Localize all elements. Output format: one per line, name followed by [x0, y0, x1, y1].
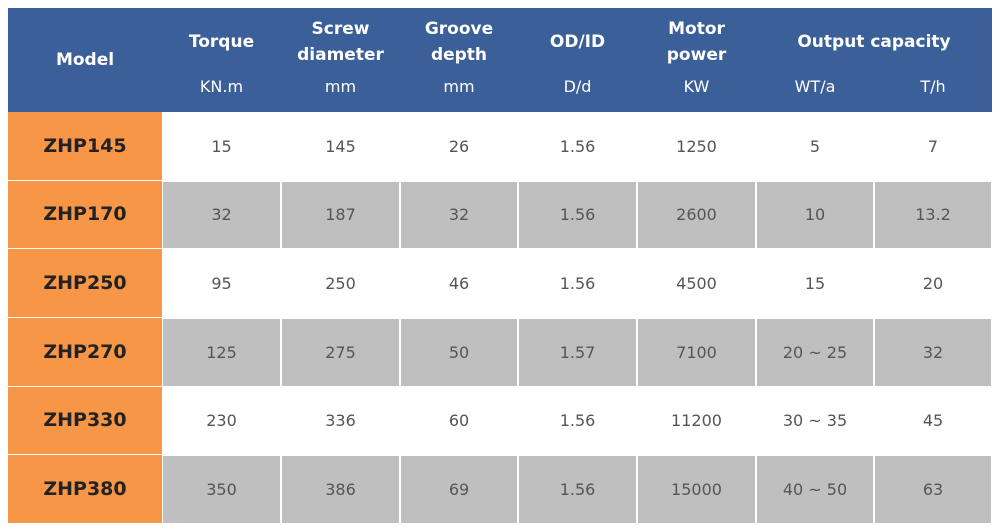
data-cell: 5 — [756, 112, 874, 181]
data-cell: 10 — [756, 180, 874, 250]
data-cell: 1.56 — [518, 455, 637, 524]
data-cell: 275 — [281, 318, 400, 387]
data-cell: 1.57 — [518, 318, 637, 387]
data-cell: 1250 — [637, 112, 756, 181]
data-cell: 187 — [281, 180, 400, 250]
data-cell: 7100 — [637, 318, 756, 387]
data-cell: 45 — [874, 386, 992, 456]
header-title: Output capacity — [797, 32, 951, 52]
header-title: Groove depth — [424, 19, 494, 65]
model-cell: ZHP330 — [8, 386, 162, 456]
model-cell: ZHP250 — [8, 249, 162, 318]
data-cell: 46 — [400, 249, 518, 318]
data-cell: 40 ~ 50 — [756, 455, 874, 524]
header-title: Motor power — [666, 19, 727, 65]
header-title: Screw diameter — [297, 19, 384, 65]
header-model: Model — [55, 50, 115, 70]
data-cell: 15000 — [637, 455, 756, 524]
data-cell: 350 — [162, 455, 281, 524]
data-cell: 63 — [874, 455, 992, 524]
data-cell: 15 — [162, 112, 281, 181]
data-cell: 1.56 — [518, 112, 637, 181]
data-cell: 50 — [400, 318, 518, 387]
data-cell: 20 — [874, 249, 992, 318]
data-cell: 2600 — [637, 180, 756, 250]
model-cell: ZHP170 — [8, 180, 162, 250]
data-cell: 1.56 — [518, 386, 637, 456]
data-cell: 15 — [756, 249, 874, 318]
data-cell: 11200 — [637, 386, 756, 456]
header-unit: D/d — [563, 76, 592, 96]
data-cell: 230 — [162, 386, 281, 456]
data-cell: 20 ~ 25 — [756, 318, 874, 387]
header-unit: KN.m — [199, 76, 244, 96]
data-cell: 32 — [400, 180, 518, 250]
data-cell: 30 ~ 35 — [756, 386, 874, 456]
data-cell: 69 — [400, 455, 518, 524]
data-cell: 13.2 — [874, 180, 992, 250]
model-cell: ZHP380 — [8, 455, 162, 524]
model-cell: ZHP270 — [8, 318, 162, 387]
data-cell: 26 — [400, 112, 518, 181]
header-unit: WT/a — [794, 76, 836, 96]
data-cell: 386 — [281, 455, 400, 524]
data-cell: 250 — [281, 249, 400, 318]
header-bg — [8, 8, 992, 112]
header-title: OD/ID — [549, 32, 606, 52]
data-cell: 60 — [400, 386, 518, 456]
data-cell: 4500 — [637, 249, 756, 318]
data-cell: 336 — [281, 386, 400, 456]
header-unit: mm — [443, 76, 475, 96]
model-cell: ZHP145 — [8, 112, 162, 181]
data-cell: 7 — [874, 112, 992, 181]
data-cell: 32 — [162, 180, 281, 250]
data-cell: 95 — [162, 249, 281, 318]
data-cell: 125 — [162, 318, 281, 387]
data-cell: 32 — [874, 318, 992, 387]
header-unit: mm — [324, 76, 357, 96]
header-unit: KW — [683, 76, 710, 96]
data-cell: 145 — [281, 112, 400, 181]
header-unit: T/h — [920, 76, 946, 96]
header-title: Torque — [188, 32, 255, 52]
data-cell: 1.56 — [518, 249, 637, 318]
data-cell: 1.56 — [518, 180, 637, 250]
